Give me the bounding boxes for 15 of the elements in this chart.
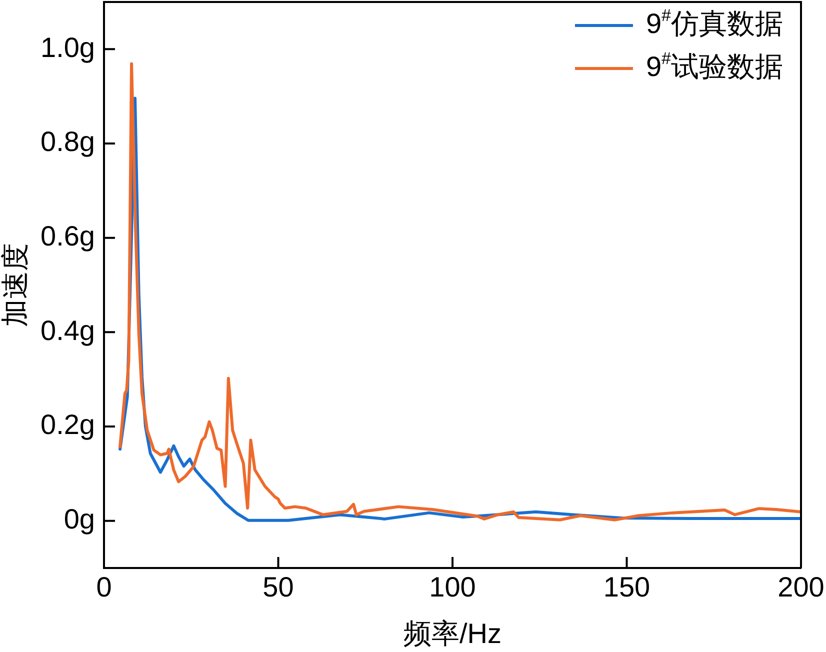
y-tick-label: 0.2g [40,409,95,440]
x-tick-label: 50 [262,572,294,603]
x-tick-label: 100 [429,572,476,603]
y-tick-label: 0.8g [40,126,95,158]
y-tick-label: 0.4g [40,314,95,346]
legend-label: 9#试验数据 [646,49,783,82]
x-tick-label: 200 [778,572,824,603]
legend-label: 9#仿真数据 [646,6,783,40]
x-tick-label: 150 [603,572,650,603]
y-tick-label: 1.0g [40,32,95,63]
x-axis-title: 频率/Hz [404,618,502,649]
y-tick-label: 0g [64,504,95,535]
y-tick-label: 0.6g [40,220,95,252]
y-axis-title: 加速度 [0,243,31,327]
x-tick-label: 0 [96,572,112,603]
